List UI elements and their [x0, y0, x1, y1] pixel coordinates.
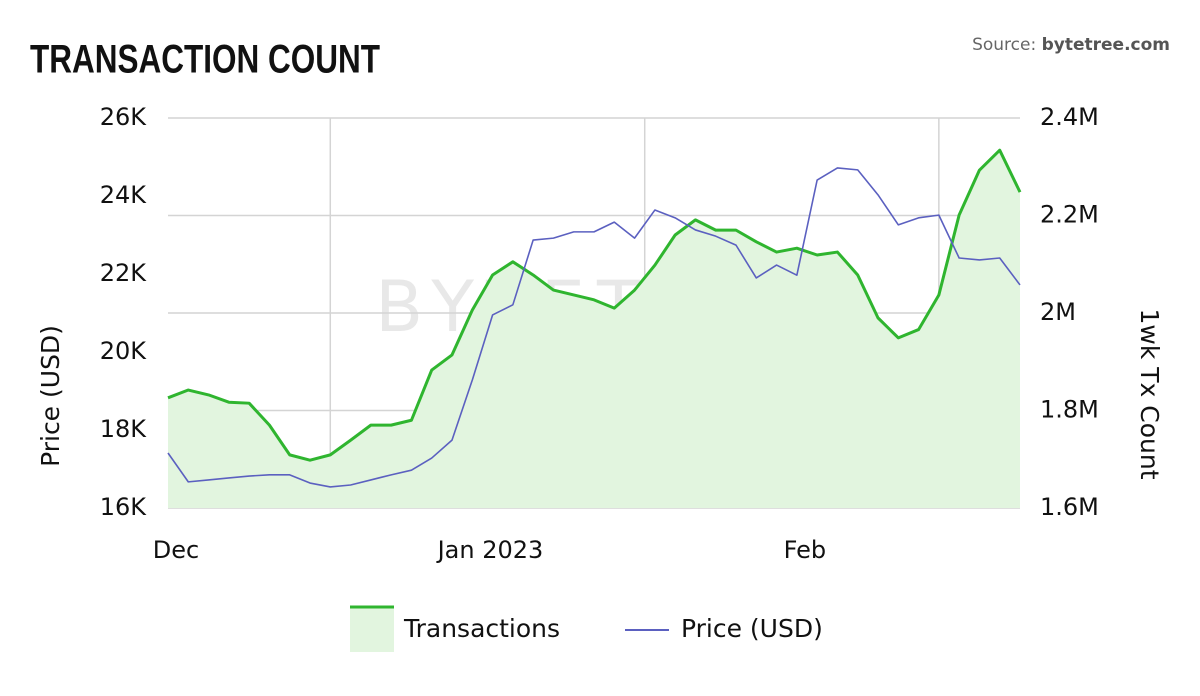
y-tick-label: 26K — [100, 103, 148, 131]
y-tick-label: 16K — [100, 493, 148, 521]
legend-item: Transactions — [350, 605, 560, 652]
line — [167, 148, 1022, 462]
y-tick-label: 18K — [100, 415, 148, 443]
source-label: Source: — [972, 35, 1036, 55]
y2-tick-label: 2.4M — [1040, 103, 1099, 131]
x-tick-label: Dec — [153, 536, 199, 564]
y2-tick-label: 2M — [1040, 298, 1076, 326]
legend-item: Price (USD) — [625, 614, 823, 643]
y-tick-label: 24K — [100, 181, 148, 209]
area — [168, 150, 1020, 509]
chart-title: TRANSACTION COUNT — [30, 38, 380, 82]
source-site: bytetree.com — [1042, 35, 1170, 55]
x-tick-label: Feb — [784, 536, 827, 564]
legend-label: Price (USD) — [681, 614, 823, 643]
source: Source: bytetree.com — [972, 35, 1170, 55]
y2-tick-label: 2.2M — [1040, 201, 1099, 229]
x-tick-label: Jan 2023 — [436, 536, 544, 564]
y-axis-label: Price (USD) — [36, 325, 65, 467]
y-tick-label: 20K — [100, 337, 148, 365]
legend-label: Transactions — [403, 614, 560, 643]
y2-tick-label: 1.6M — [1040, 493, 1099, 521]
legend-swatch — [350, 606, 394, 652]
y2-axis-label: 1wk Tx Count — [1135, 308, 1164, 479]
y-tick-label: 22K — [100, 259, 148, 287]
line — [167, 167, 1021, 488]
y2-tick-label: 1.8M — [1040, 396, 1099, 424]
